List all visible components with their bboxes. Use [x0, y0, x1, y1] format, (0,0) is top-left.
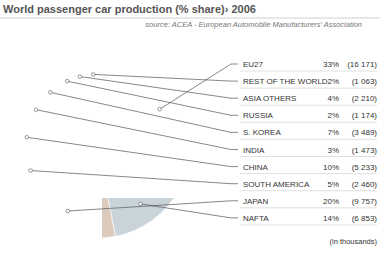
leader-dot [91, 73, 95, 77]
legend-production: (6 853) [352, 214, 378, 223]
note: (in thousands) [329, 237, 377, 246]
legend-production: (16 171) [347, 60, 377, 69]
leader-line [93, 74, 238, 81]
legend-rule [240, 88, 377, 89]
legend-label: INDIA [243, 146, 265, 155]
legend-label: JAPAN [243, 197, 268, 206]
leader-dot [139, 202, 143, 206]
legend-rule [240, 71, 377, 72]
legend-percent: 33% [323, 60, 339, 69]
leader-line [36, 110, 238, 150]
legend-rule [240, 156, 377, 157]
leader-dot [29, 169, 33, 173]
legend-label: RUSSIA [243, 111, 273, 120]
legend-label: EU27 [243, 60, 264, 69]
legend-production: (2 210) [352, 94, 378, 103]
legend-percent: 3% [327, 146, 339, 155]
legend-percent: 4% [327, 94, 339, 103]
leader-line [27, 137, 238, 166]
leader-dot [34, 108, 38, 112]
source: source: ACEA - European Automobile Manuf… [145, 20, 362, 29]
legend-percent: 5% [327, 180, 339, 189]
leader-line [80, 77, 238, 99]
title: World passenger car production (% share)… [3, 3, 256, 15]
leader-line [160, 64, 238, 109]
legend: EU2733%(16 171)REST OF THE WORLD2%(1 063… [240, 60, 377, 225]
legend-percent: 7% [327, 128, 339, 137]
legend-percent: 2% [327, 111, 339, 120]
leader-line [67, 81, 238, 115]
legend-label: CHINA [243, 163, 269, 172]
legend-rule [240, 190, 377, 191]
leader-line [140, 204, 238, 218]
leader-dot [25, 135, 29, 139]
legend-rule [240, 207, 377, 208]
legend-label: ASIA OTHERS [243, 94, 296, 103]
legend-rule [240, 139, 377, 140]
legend-label: SOUTH AMERICA [243, 180, 310, 189]
legend-rule [240, 122, 377, 123]
legend-production: (5 233) [352, 163, 378, 172]
legend-rule [240, 173, 377, 174]
legend-percent: 14% [323, 214, 339, 223]
legend-production: (1 473) [352, 146, 378, 155]
leader-dot [66, 209, 70, 213]
leader-dot [49, 91, 53, 95]
legend-production: (2 460) [352, 180, 378, 189]
legend-label: REST OF THE WORLD [243, 77, 328, 86]
legend-production: (1 174) [352, 111, 378, 120]
legend-rule [240, 224, 377, 225]
legend-percent: 10% [323, 163, 339, 172]
leader-line [50, 92, 238, 132]
legend-production: (1 063) [352, 77, 378, 86]
legend-percent: 2% [327, 77, 339, 86]
legend-label: NAFTA [243, 214, 269, 223]
leader-dot [65, 79, 69, 83]
legend-production: (3 489) [352, 128, 378, 137]
legend-production: (9 757) [352, 197, 378, 206]
leader-dot [78, 75, 82, 79]
chart: World passenger car production (% share)… [0, 0, 380, 258]
title-rule [0, 18, 380, 19]
legend-rule [240, 105, 377, 106]
leader-line [31, 171, 238, 184]
legend-label: S. KOREA [243, 128, 281, 137]
leader-dot [158, 107, 162, 111]
legend-percent: 20% [323, 197, 339, 206]
slice [102, 198, 179, 236]
